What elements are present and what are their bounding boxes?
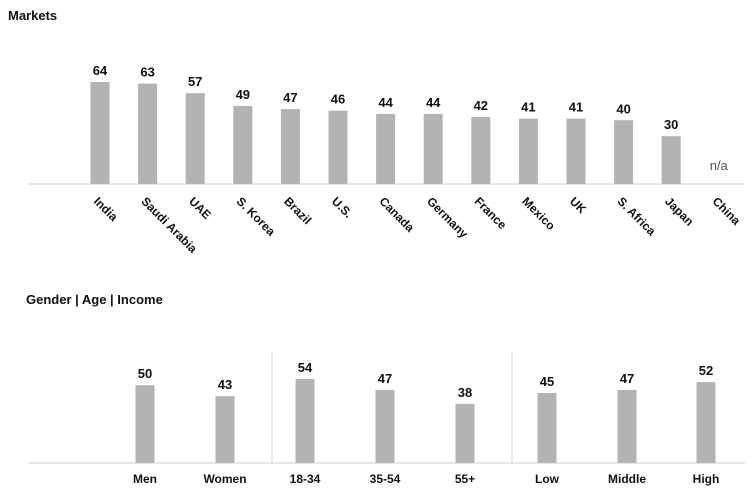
value-label-mexico: 41 bbox=[521, 100, 535, 115]
value-label-uk: 41 bbox=[569, 100, 583, 115]
bar-men bbox=[135, 385, 155, 463]
bar-s-korea bbox=[233, 105, 253, 184]
bar-canada bbox=[376, 113, 396, 184]
value-label-s-korea: 49 bbox=[236, 87, 250, 102]
category-label-55-: 55+ bbox=[455, 472, 475, 486]
bar-35-54 bbox=[375, 389, 395, 463]
bar-55- bbox=[455, 403, 475, 463]
value-label-18-34: 54 bbox=[298, 360, 313, 375]
bar-india bbox=[90, 82, 110, 184]
value-label-india: 64 bbox=[93, 63, 108, 78]
value-label-high: 52 bbox=[699, 363, 713, 378]
value-label-brazil: 47 bbox=[283, 90, 297, 105]
value-label-canada: 44 bbox=[378, 95, 393, 110]
demographics-chart-title: Gender | Age | Income bbox=[26, 292, 163, 307]
category-label-men: Men bbox=[133, 472, 157, 486]
category-label-low: Low bbox=[535, 472, 560, 486]
category-label-france: France bbox=[472, 194, 510, 232]
value-label-55-: 38 bbox=[458, 385, 472, 400]
value-label-france: 42 bbox=[474, 98, 488, 113]
value-label-saudi-arabia: 63 bbox=[140, 65, 154, 80]
bar-women bbox=[215, 396, 235, 463]
category-label-middle: Middle bbox=[608, 472, 646, 486]
bar-middle bbox=[617, 389, 637, 463]
category-label-18-34: 18-34 bbox=[290, 472, 321, 486]
bar-uae bbox=[185, 93, 205, 184]
bar-low bbox=[537, 393, 557, 463]
category-label-women: Women bbox=[203, 472, 246, 486]
value-label-u-s-: 46 bbox=[331, 92, 345, 107]
bar-saudi-arabia bbox=[138, 83, 158, 184]
value-label-japan: 30 bbox=[664, 117, 678, 132]
value-label-china: n/a bbox=[710, 158, 729, 173]
value-label-germany: 44 bbox=[426, 95, 441, 110]
category-label-s-korea: S. Korea bbox=[234, 194, 279, 239]
value-label-men: 50 bbox=[138, 366, 152, 381]
bar-france bbox=[471, 117, 491, 184]
markets-chart-title: Markets bbox=[8, 8, 58, 23]
bar-germany bbox=[423, 113, 443, 184]
bar-18-34 bbox=[295, 379, 315, 463]
category-label-brazil: Brazil bbox=[281, 194, 314, 227]
value-label-middle: 47 bbox=[620, 371, 634, 386]
bar-japan bbox=[661, 136, 681, 184]
category-label-uae: UAE bbox=[186, 194, 214, 222]
category-label-u-s-: U.S. bbox=[329, 194, 355, 220]
bar-uk bbox=[566, 118, 586, 184]
category-label-japan: Japan bbox=[662, 194, 696, 228]
value-label-women: 43 bbox=[218, 377, 232, 392]
bar-u-s- bbox=[328, 110, 348, 184]
value-label-low: 45 bbox=[540, 374, 554, 389]
category-label-uk: UK bbox=[567, 194, 589, 216]
bar-high bbox=[696, 382, 716, 463]
bar-brazil bbox=[280, 109, 300, 184]
category-label-germany: Germany bbox=[424, 194, 471, 241]
value-label-uae: 57 bbox=[188, 74, 202, 89]
value-label-s-africa: 40 bbox=[616, 101, 630, 116]
category-label-canada: Canada bbox=[376, 194, 417, 235]
bar-mexico bbox=[518, 118, 538, 184]
category-label-high: High bbox=[693, 472, 720, 486]
category-label-china: China bbox=[710, 194, 744, 228]
value-label-35-54: 47 bbox=[378, 371, 392, 386]
bar-s-africa bbox=[614, 120, 634, 184]
category-label-35-54: 35-54 bbox=[370, 472, 401, 486]
category-label-s-africa: S. Africa bbox=[614, 194, 658, 238]
category-label-india: India bbox=[91, 194, 121, 224]
category-label-mexico: Mexico bbox=[519, 194, 558, 233]
